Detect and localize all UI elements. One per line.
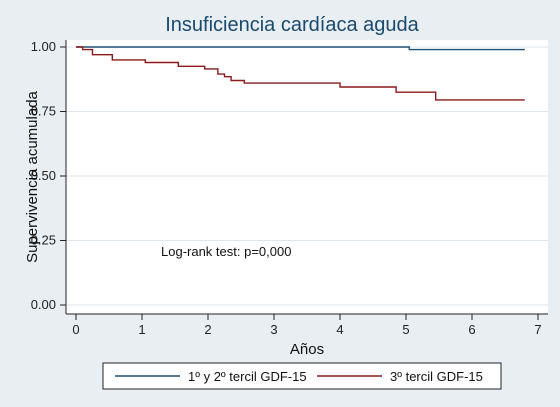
x-tick-label: 7 [534,322,541,337]
x-axis-title: Años [290,341,324,358]
y-tick-label: 0.00 [31,297,56,312]
axes: 0.00 0.25 0.50 0.75 1.00 0 1 2 3 4 5 6 7 [31,39,548,337]
legend-label-series-2: 3º tercil GDF-15 [390,369,483,384]
chart-title: Insuficiencia cardíaca aguda [165,14,419,36]
x-tick-label: 0 [72,322,79,337]
x-tick-label: 4 [336,322,343,337]
x-tick-label: 2 [204,322,211,337]
x-tick-label: 3 [270,322,277,337]
plot-area [66,40,548,314]
y-tick-label: 0.25 [31,233,56,248]
x-tick-label: 6 [468,322,475,337]
y-tick-label: 0.75 [31,104,56,119]
grid [66,46,548,306]
y-axis-title: Supervivencia acumulada [24,90,41,262]
series-layer [76,46,525,101]
logrank-annotation: Log-rank test: p=0,000 [161,244,291,259]
x-tick-label: 1 [138,322,145,337]
y-tick-label: 1.00 [31,39,56,54]
series-line-1 [76,46,525,51]
y-tick-label: 0.50 [31,168,56,183]
series-line-2 [76,46,525,101]
x-tick-label: 5 [402,322,409,337]
legend-label-series-1: 1º y 2º tercil GDF-15 [188,369,307,384]
